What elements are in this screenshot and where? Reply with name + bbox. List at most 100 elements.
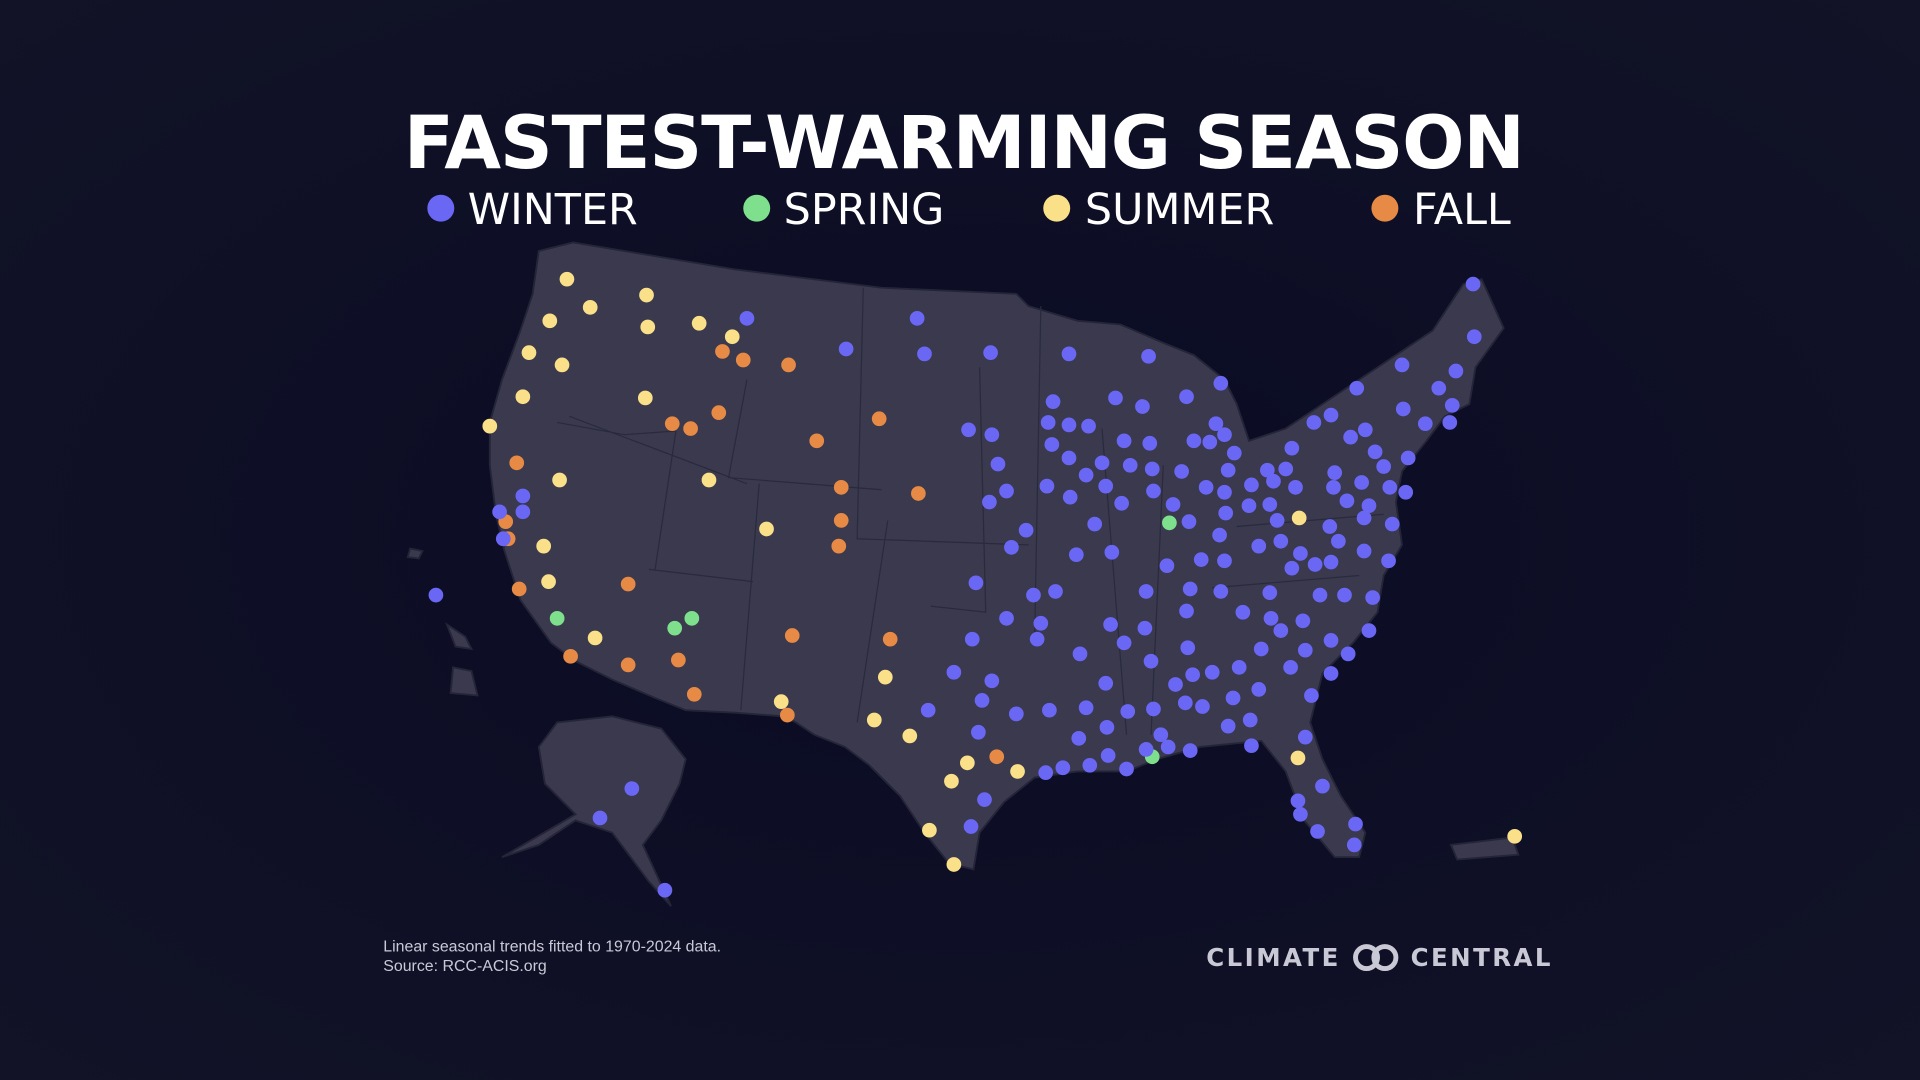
station-dot <box>920 702 936 718</box>
station-dot <box>735 352 751 368</box>
station-dot <box>684 611 700 626</box>
station-dot <box>1361 498 1377 514</box>
station-dot <box>1218 505 1234 521</box>
station-dot <box>1160 739 1176 755</box>
station-dot <box>1186 433 1202 449</box>
station-dot <box>1400 450 1416 466</box>
station-dot <box>1349 380 1365 396</box>
alaska <box>501 715 687 907</box>
station-dot <box>1315 778 1330 794</box>
station-dot <box>1290 750 1306 766</box>
station-dot <box>1339 493 1355 509</box>
station-dot <box>1144 461 1160 477</box>
station-dot <box>1055 760 1071 776</box>
station-dot <box>1195 699 1210 714</box>
station-dot <box>1182 743 1198 758</box>
station-dot <box>759 521 774 537</box>
legend-swatch <box>427 194 455 222</box>
station-dot <box>1078 700 1094 716</box>
station-dot <box>1293 806 1308 822</box>
station-dot <box>1304 688 1319 703</box>
station-dot <box>1018 522 1034 538</box>
station-dot <box>1071 731 1087 746</box>
station-dot <box>542 313 558 329</box>
station-dot <box>1087 516 1103 532</box>
station-dot <box>683 421 698 436</box>
station-dot <box>1288 480 1303 495</box>
station-dot <box>1094 455 1110 471</box>
station-dot <box>1010 764 1025 779</box>
station-dot <box>1122 457 1138 473</box>
station-dot <box>701 472 717 488</box>
station-dot <box>1168 677 1183 692</box>
station-dot <box>1260 462 1275 478</box>
station-dot <box>1376 459 1392 474</box>
station-dot <box>1310 824 1325 839</box>
station-dot <box>1367 444 1383 460</box>
station-dot <box>1235 604 1251 620</box>
station-dot <box>1061 417 1077 433</box>
station-dot <box>515 389 531 405</box>
station-dot <box>1098 478 1114 494</box>
station-dot <box>1165 497 1181 512</box>
station-dot <box>428 587 444 603</box>
station-dot <box>990 456 1006 472</box>
station-dot <box>1119 761 1134 777</box>
station-dot <box>971 724 986 740</box>
station-dot <box>1143 653 1159 669</box>
station-dot <box>1213 584 1229 599</box>
legend-label: SUMMER <box>1085 185 1274 235</box>
station-dot <box>999 611 1014 626</box>
station-dot <box>1357 422 1373 438</box>
station-dot <box>961 422 976 438</box>
station-dot <box>1297 729 1313 745</box>
station-dot <box>911 486 926 501</box>
station-dot <box>1278 461 1294 477</box>
station-dots <box>428 271 1523 898</box>
station-dot <box>1098 675 1114 691</box>
station-dot <box>1356 510 1372 526</box>
station-dot <box>515 488 531 504</box>
station-dot <box>917 346 932 362</box>
station-dot <box>559 271 575 287</box>
station-dot <box>715 344 730 359</box>
station-dot <box>686 686 702 702</box>
station-dot <box>1394 357 1410 373</box>
station-dot <box>691 315 707 331</box>
station-dot <box>909 311 925 326</box>
station-dot <box>554 357 570 373</box>
station-dot <box>657 882 673 898</box>
station-dot <box>592 810 608 826</box>
station-dot <box>1442 415 1458 430</box>
station-dot <box>1082 757 1098 773</box>
station-dot <box>944 773 959 789</box>
station-dot <box>1008 706 1024 722</box>
station-dot <box>549 611 565 626</box>
station-dot <box>711 405 727 420</box>
station-dot <box>877 669 893 685</box>
station-dot <box>781 357 796 373</box>
station-dot <box>974 693 990 708</box>
station-dot <box>1395 401 1411 417</box>
station-dot <box>620 576 636 592</box>
station-dot <box>1253 641 1269 657</box>
station-dot <box>724 329 740 345</box>
station-dot <box>1138 584 1154 599</box>
hawaii <box>445 622 474 651</box>
station-dot <box>1204 664 1220 680</box>
station-dot <box>1343 429 1358 445</box>
station-dot <box>1417 416 1433 432</box>
station-dot <box>1331 533 1346 549</box>
legend-swatch <box>1371 194 1399 222</box>
station-dot <box>521 345 537 360</box>
state-lines <box>557 287 1384 735</box>
station-dot <box>1026 587 1041 603</box>
station-dot <box>1323 407 1339 423</box>
station-dot <box>1181 514 1197 529</box>
station-dot <box>1284 560 1300 576</box>
legend-label: WINTER <box>468 185 638 235</box>
station-dot <box>667 620 683 636</box>
station-dot <box>1004 540 1019 555</box>
station-dot <box>1297 642 1313 658</box>
station-dot <box>1116 433 1132 449</box>
